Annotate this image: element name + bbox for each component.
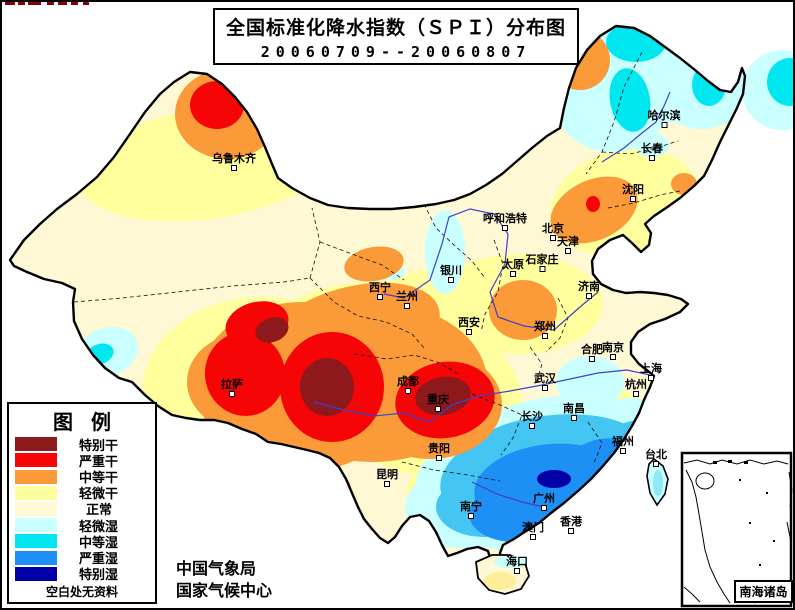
rivers [313,91,671,508]
legend-swatch [15,566,57,581]
legend-swatch [15,550,57,565]
legend-swatch [15,453,57,468]
yangtze-river [313,369,651,423]
national-boundary [8,24,747,572]
legend-item: 轻微湿 [15,517,155,535]
yellow-river [383,208,599,331]
legend-item: 特别湿 [15,566,155,584]
inset-label: 南海诸岛 [734,580,793,603]
legend-swatch [15,485,57,500]
legend-swatch [15,518,57,533]
legend-item: 中等湿 [15,533,155,551]
map-title-box: 全国标准化降水指数（ＳＰＩ）分布图 20060709--20060807 [213,8,579,65]
legend-footnote: 空白处无资料 [45,585,118,599]
legend-swatch [15,501,57,516]
legend-label: 严重干 [79,454,119,470]
legend-item: 中等干 [15,469,155,487]
taiwan-island [646,457,669,507]
credits: 中国气象局 国家气候中心 [176,558,272,602]
map-title: 全国标准化降水指数（ＳＰＩ）分布图 [225,16,566,39]
legend-label: 轻微干 [79,487,119,503]
credits-center: 国家气候中心 [176,581,273,600]
credits-agency: 中国气象局 [176,559,257,578]
spi-field [73,26,745,553]
legend-label: 中等湿 [79,535,119,551]
songhua-river [601,91,671,163]
legend-label: 严重湿 [79,552,119,567]
hainan-island [475,554,530,595]
legend-item: 轻微干 [15,485,155,503]
offshore-wet-patch [742,50,793,130]
legend-item: 特别干 [15,436,155,454]
legend-label: 轻微湿 [79,519,119,535]
legend-items: 特别干 严重干 中等干 轻微干 正常 轻微湿 中等湿 严重湿 特别湿 [9,435,155,584]
legend-title: 图例 [53,410,129,434]
legend-item: 严重干 [15,452,155,470]
legend-label: 特别湿 [79,568,119,584]
legend-item: 正常 [15,501,155,519]
legend-label: 正常 [86,503,113,519]
legend-label: 特别干 [79,438,119,454]
legend-swatch [15,534,57,549]
legend-box: 图例 特别干 严重干 中等干 轻微干 正常 轻微湿 中等湿 严重湿 特别湿 空白处无资料 [7,402,157,604]
legend-swatch [15,437,57,452]
legend-item: 严重湿 [15,550,155,567]
map-date-range: 20060709--20060807 [260,42,532,61]
legend-label: 中等干 [79,471,119,487]
pearl-river [471,481,545,508]
legend-swatch [15,469,57,484]
